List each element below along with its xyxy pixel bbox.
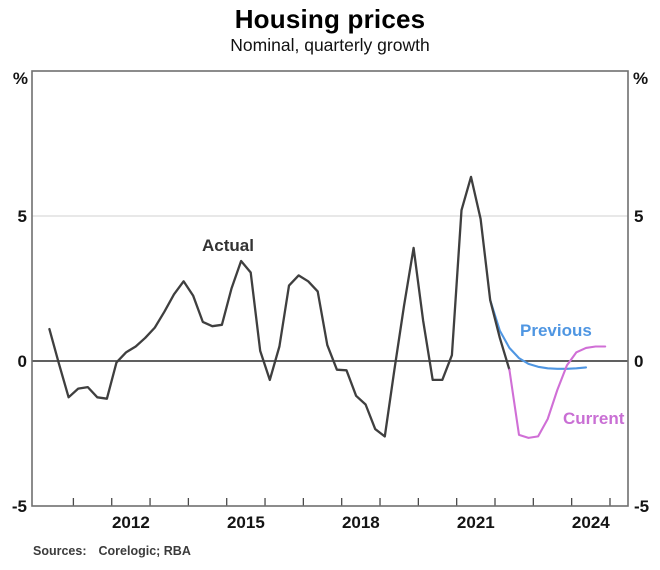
chart-title: Housing prices — [234, 4, 426, 34]
series-label-previous: Previous — [520, 321, 592, 340]
x-axis-year-label: 2018 — [342, 513, 380, 532]
y-axis-label-left: 5 — [18, 207, 27, 226]
x-axis-year-label: 2024 — [572, 513, 610, 532]
unit-label-left: % — [13, 69, 28, 88]
chart-subtitle: Nominal, quarterly growth — [230, 35, 430, 55]
unit-label-right: % — [633, 69, 648, 88]
series-label-current: Current — [563, 409, 625, 428]
series-label-actual: Actual — [202, 236, 254, 255]
y-axis-label-right: 5 — [634, 207, 643, 226]
y-axis-label-left: 0 — [18, 352, 27, 371]
plot-frame — [31, 70, 629, 507]
x-axis-year-label: 2021 — [457, 513, 495, 532]
series-line-previous — [489, 299, 588, 370]
y-axis-label-right: 0 — [634, 352, 643, 371]
series-line-current — [508, 345, 607, 439]
y-axis-label-left: -5 — [12, 497, 27, 516]
source-text: Corelogic; RBA — [98, 544, 191, 558]
y-axis-label-right: -5 — [634, 497, 649, 516]
series-line-actual — [48, 175, 511, 438]
source-note: Sources: Corelogic; RBA — [33, 544, 191, 558]
source-prefix: Sources: — [33, 544, 87, 558]
x-axis-year-label: 2012 — [112, 513, 150, 532]
x-axis-year-label: 2015 — [227, 513, 265, 532]
